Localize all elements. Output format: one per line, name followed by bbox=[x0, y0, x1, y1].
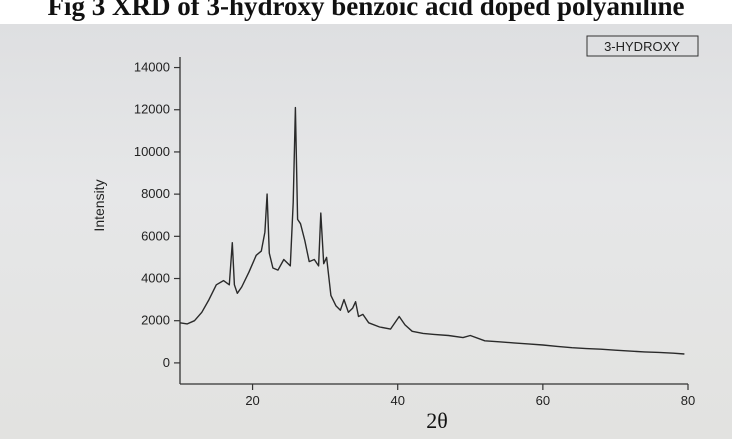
chart-photo: 0 2000 4000 6000 8000 10000 12000 14000 20 40 60 80… bbox=[0, 24, 732, 439]
x-tick-label: 60 bbox=[536, 393, 550, 408]
y-tick-label: 8000 bbox=[141, 186, 170, 201]
chart-legend: 3-HYDROXY bbox=[586, 35, 699, 57]
x-tick-label: 40 bbox=[390, 393, 404, 408]
x-tick-label: 80 bbox=[681, 393, 695, 408]
y-tick-label: 0 bbox=[163, 355, 170, 370]
y-tick-label: 6000 bbox=[141, 228, 170, 243]
x-tick-label: 20 bbox=[245, 393, 259, 408]
y-tick-label: 12000 bbox=[134, 102, 170, 117]
legend-box bbox=[586, 35, 699, 57]
figure-caption: Fig 3 XRD of 3-hydroxy benzoic acid dope… bbox=[47, 0, 685, 21]
y-tick-label: 10000 bbox=[134, 144, 170, 159]
chart-series bbox=[179, 106, 685, 355]
legend-entry: 3-HYDROXY bbox=[604, 39, 680, 54]
y-tick-label: 2000 bbox=[141, 313, 170, 328]
chart-ticks: 0 2000 4000 6000 8000 10000 12000 14000 20 40 60 80 bbox=[134, 60, 695, 408]
y-tick-label: 14000 bbox=[134, 60, 170, 75]
xrd-chart: 0 2000 4000 6000 8000 10000 12000 14000 20 40 60 80… bbox=[91, 35, 699, 433]
series-line-0 bbox=[179, 106, 685, 355]
y-axis-label: Intensity bbox=[91, 179, 107, 231]
y-tick-label: 4000 bbox=[141, 271, 170, 286]
chart-axes bbox=[179, 57, 688, 385]
x-axis-label: 2θ bbox=[426, 408, 448, 433]
